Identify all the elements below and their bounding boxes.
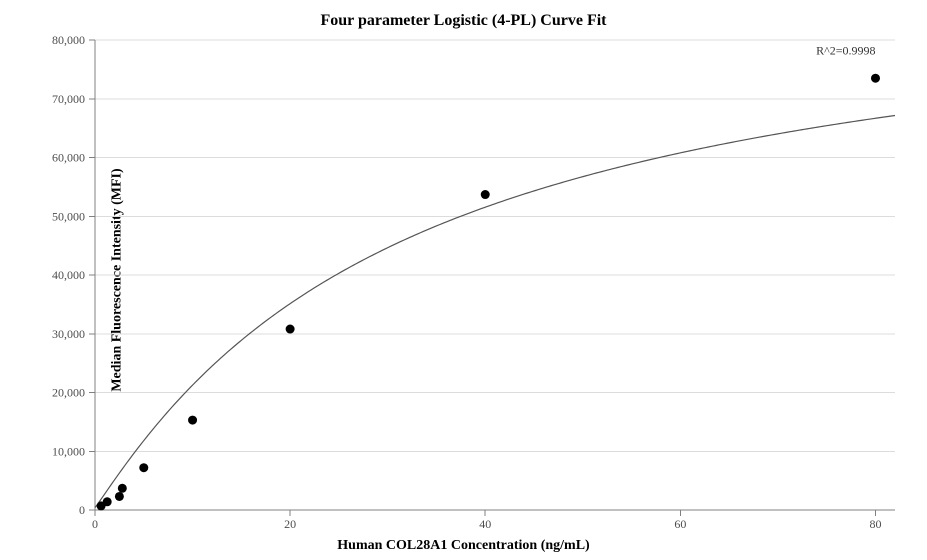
data-point xyxy=(115,492,124,501)
chart-container: Four parameter Logistic (4-PL) Curve Fit… xyxy=(0,0,927,560)
y-tick-label: 70,000 xyxy=(52,92,85,106)
y-tick-label: 30,000 xyxy=(52,327,85,341)
data-point xyxy=(139,463,148,472)
plot-area: 010,00020,00030,00040,00050,00060,00070,… xyxy=(95,40,895,510)
fit-curve xyxy=(95,116,895,508)
data-point xyxy=(118,484,127,493)
x-tick-label: 40 xyxy=(479,517,491,531)
data-point xyxy=(103,497,112,506)
y-tick-label: 10,000 xyxy=(52,444,85,458)
chart-svg: 010,00020,00030,00040,00050,00060,00070,… xyxy=(95,40,895,510)
data-point xyxy=(871,74,880,83)
y-tick-label: 60,000 xyxy=(52,151,85,165)
y-tick-label: 0 xyxy=(79,503,85,517)
data-point xyxy=(286,325,295,334)
data-point xyxy=(188,416,197,425)
y-tick-label: 40,000 xyxy=(52,268,85,282)
x-tick-label: 80 xyxy=(869,517,881,531)
x-axis-label: Human COL28A1 Concentration (ng/mL) xyxy=(0,538,927,554)
y-tick-label: 50,000 xyxy=(52,209,85,223)
y-tick-label: 20,000 xyxy=(52,386,85,400)
r-squared-annotation: R^2=0.9998 xyxy=(816,44,875,58)
x-tick-label: 20 xyxy=(284,517,296,531)
x-tick-label: 0 xyxy=(92,517,98,531)
y-tick-label: 80,000 xyxy=(52,33,85,47)
x-tick-label: 60 xyxy=(674,517,686,531)
data-point xyxy=(481,190,490,199)
chart-title: Four parameter Logistic (4-PL) Curve Fit xyxy=(0,12,927,30)
